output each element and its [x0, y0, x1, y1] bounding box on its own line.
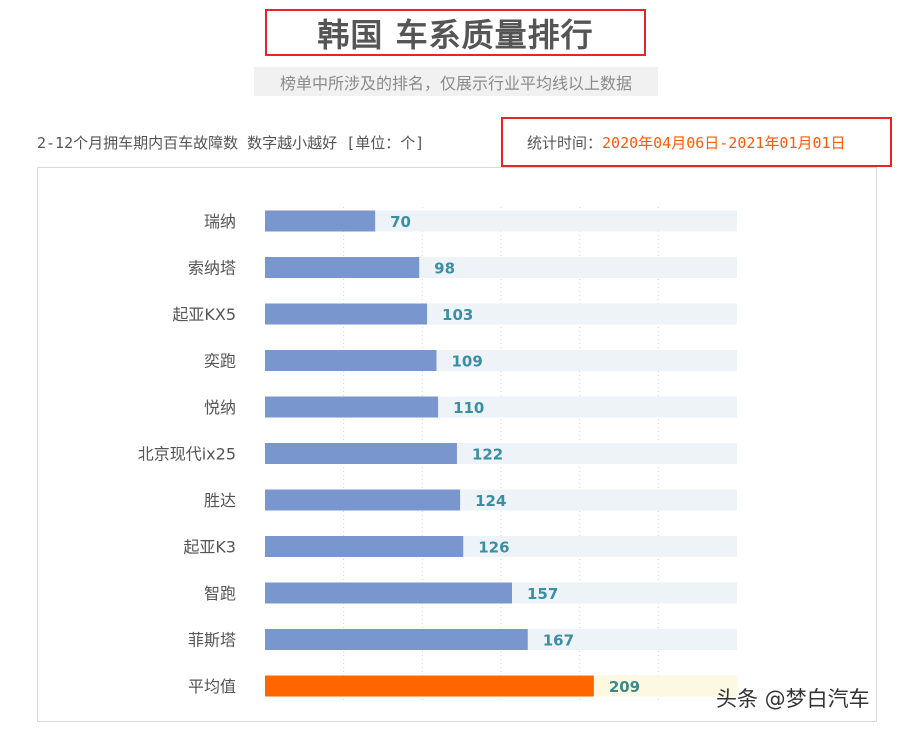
category-label: 智跑	[204, 584, 236, 603]
bar	[265, 536, 464, 557]
bar-track	[265, 210, 737, 232]
bar	[265, 489, 461, 511]
bar	[265, 582, 513, 604]
bar	[265, 629, 528, 650]
category-label: 瑞纳	[204, 212, 236, 231]
bar	[265, 303, 428, 325]
category-label: 奕跑	[204, 352, 236, 371]
value-label: 126	[478, 539, 509, 557]
value-label: 167	[543, 632, 574, 650]
bar	[265, 396, 439, 418]
category-label: 平均值	[188, 677, 236, 696]
watermark: 头条 @梦白汽车	[716, 687, 870, 711]
time-value: 2020年04月06日-2021年01月01日	[602, 133, 846, 152]
category-label: 悦纳	[204, 398, 236, 417]
value-label: 209	[609, 678, 640, 696]
page-subtitle: 榜单中所涉及的排名，仅展示行业平均线以上数据	[254, 67, 658, 96]
value-label: 103	[442, 306, 473, 324]
category-label: 北京现代ix25	[138, 445, 236, 464]
time-range-box: 统计时间： 2020年04月06日-2021年01月01日	[501, 117, 892, 167]
bar-chart: 瑞纳 70 索纳塔 98 起亚KX5 103 奕跑 109 悦纳 110 北京现代ix25 122 胜达…	[138, 207, 737, 700]
chart-bars: 瑞纳 70 索纳塔 98 起亚KX5 103 奕跑 109 悦纳 110 北京现代ix25 122 胜达…	[138, 210, 737, 697]
chart-panel: 瑞纳 70 索纳塔 98 起亚KX5 103 奕跑 109 悦纳 110 北京现代ix25 122 胜达…	[37, 167, 877, 722]
category-label: 胜达	[204, 491, 236, 510]
value-label: 110	[453, 399, 484, 417]
category-label: 索纳塔	[188, 259, 236, 278]
average-bar	[265, 675, 594, 697]
value-label: 98	[434, 260, 455, 278]
category-label: 起亚K3	[183, 538, 236, 557]
bar	[265, 257, 420, 278]
title-box: 韩国 车系质量排行	[265, 9, 646, 56]
value-label: 157	[527, 585, 558, 603]
page-title: 韩国 车系质量排行	[317, 15, 594, 54]
bar	[265, 350, 437, 371]
time-label: 统计时间：	[527, 133, 603, 152]
value-label: 109	[451, 353, 482, 371]
value-label: 124	[475, 492, 506, 510]
category-label: 起亚KX5	[172, 305, 236, 324]
value-label: 122	[472, 446, 503, 464]
value-label: 70	[390, 213, 411, 231]
chart-description: 2-12个月拥车期内百车故障数 数字越小越好 [单位：个]	[37, 134, 425, 152]
bar	[265, 443, 457, 464]
category-label: 菲斯塔	[188, 631, 236, 650]
bar	[265, 210, 376, 232]
